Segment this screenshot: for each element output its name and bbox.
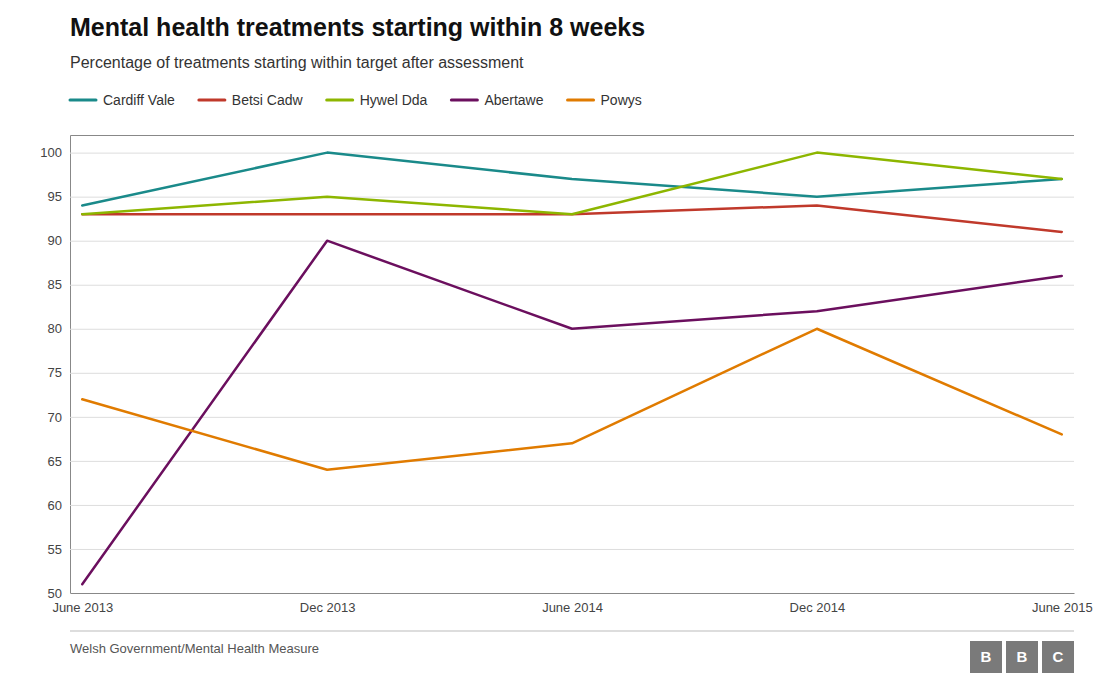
grid-line	[70, 461, 1074, 462]
x-axis-line	[71, 593, 1075, 594]
legend-item: Hywel Dda	[327, 92, 428, 108]
y-tick: 95	[48, 189, 1074, 204]
legend-label: Cardiff Vale	[103, 92, 175, 108]
title: Mental health treatments starting within…	[70, 13, 645, 41]
y-axis: 50 55 60 65 70 75 80 85 90 95 100	[40, 136, 1074, 601]
x-tick: June 2014	[542, 600, 603, 615]
y-tick-label: 60	[48, 498, 62, 513]
chart: Mental health treatments starting within…	[0, 0, 1104, 693]
series-line	[82, 153, 1062, 206]
legend-item: Cardiff Vale	[70, 92, 175, 108]
x-tick: June 2015	[1032, 600, 1093, 615]
y-tick: 60	[48, 498, 1074, 513]
x-tick: June 2013	[52, 600, 113, 615]
y-tick: 90	[48, 233, 1074, 248]
x-tick-label: Dec 2013	[300, 600, 356, 615]
logo-text: BBC	[981, 648, 1064, 665]
series-line	[82, 153, 1062, 215]
series-line	[82, 241, 1062, 585]
y-tick-label: 70	[48, 410, 62, 425]
y-tick-label: 85	[48, 277, 62, 292]
legend: Cardiff Vale Betsi Cadw Hywel Dda Abertawe P…	[70, 92, 642, 108]
series-line	[82, 205, 1062, 231]
x-tick-label: Dec 2014	[790, 600, 846, 615]
legend-swatch	[327, 99, 353, 102]
grid-line	[70, 153, 1074, 154]
y-tick: 85	[48, 277, 1074, 292]
legend-swatch	[451, 99, 477, 102]
y-axis-line	[71, 136, 1075, 594]
logo-box	[970, 641, 1002, 673]
y-tick-label: 90	[48, 233, 62, 248]
logo-box	[1042, 641, 1074, 673]
legend-label: Powys	[601, 92, 642, 108]
y-tick: 55	[48, 542, 1074, 557]
y-tick: 100	[40, 145, 1074, 160]
y-tick-label: 100	[40, 145, 62, 160]
grid-line	[70, 417, 1074, 418]
legend-item: Betsi Cadw	[199, 92, 304, 108]
y-tick-label: 65	[48, 454, 62, 469]
legend-label: Abertawe	[484, 92, 543, 108]
logo: BBC	[970, 641, 1074, 673]
x-tick: Dec 2014	[790, 600, 846, 615]
grid-line	[70, 505, 1074, 506]
source: Welsh Government/Mental Health Measure	[70, 641, 319, 656]
grid-line	[70, 197, 1074, 198]
series-line	[82, 329, 1062, 470]
x-tick: Dec 2013	[300, 600, 356, 615]
x-axis: June 2013 Dec 2013 June 2014 Dec 2014 June 2…	[52, 594, 1092, 616]
legend-swatch	[568, 99, 594, 102]
grid-line	[70, 593, 1074, 594]
x-tick-label: June 2014	[542, 600, 603, 615]
footer-rule	[70, 631, 1074, 632]
y-tick-label: 50	[48, 586, 62, 601]
plot: 50 55 60 65 70 75 80 85 90 95 100 June 2013 Dec 2013…	[40, 136, 1092, 616]
series-lines	[82, 153, 1062, 585]
legend-item: Abertawe	[451, 92, 543, 108]
grid-line	[70, 285, 1074, 286]
y-tick-label: 80	[48, 321, 62, 336]
legend-label: Betsi Cadw	[232, 92, 304, 108]
y-tick-label: 75	[48, 365, 62, 380]
grid-line	[70, 549, 1074, 550]
legend-swatch	[70, 99, 96, 102]
legend-label: Hywel Dda	[360, 92, 428, 108]
x-tick-label: June 2015	[1032, 600, 1093, 615]
legend-item: Powys	[568, 92, 642, 108]
x-tick-label: June 2013	[52, 600, 113, 615]
y-tick-label: 55	[48, 542, 62, 557]
grid-line	[70, 241, 1074, 242]
y-tick: 65	[48, 454, 1074, 469]
legend-swatch	[199, 99, 225, 102]
y-tick-label: 95	[48, 189, 62, 204]
logo-box	[1006, 641, 1038, 673]
subtitle: Percentage of treatments starting within…	[70, 54, 524, 71]
y-tick: 50	[48, 586, 1074, 601]
